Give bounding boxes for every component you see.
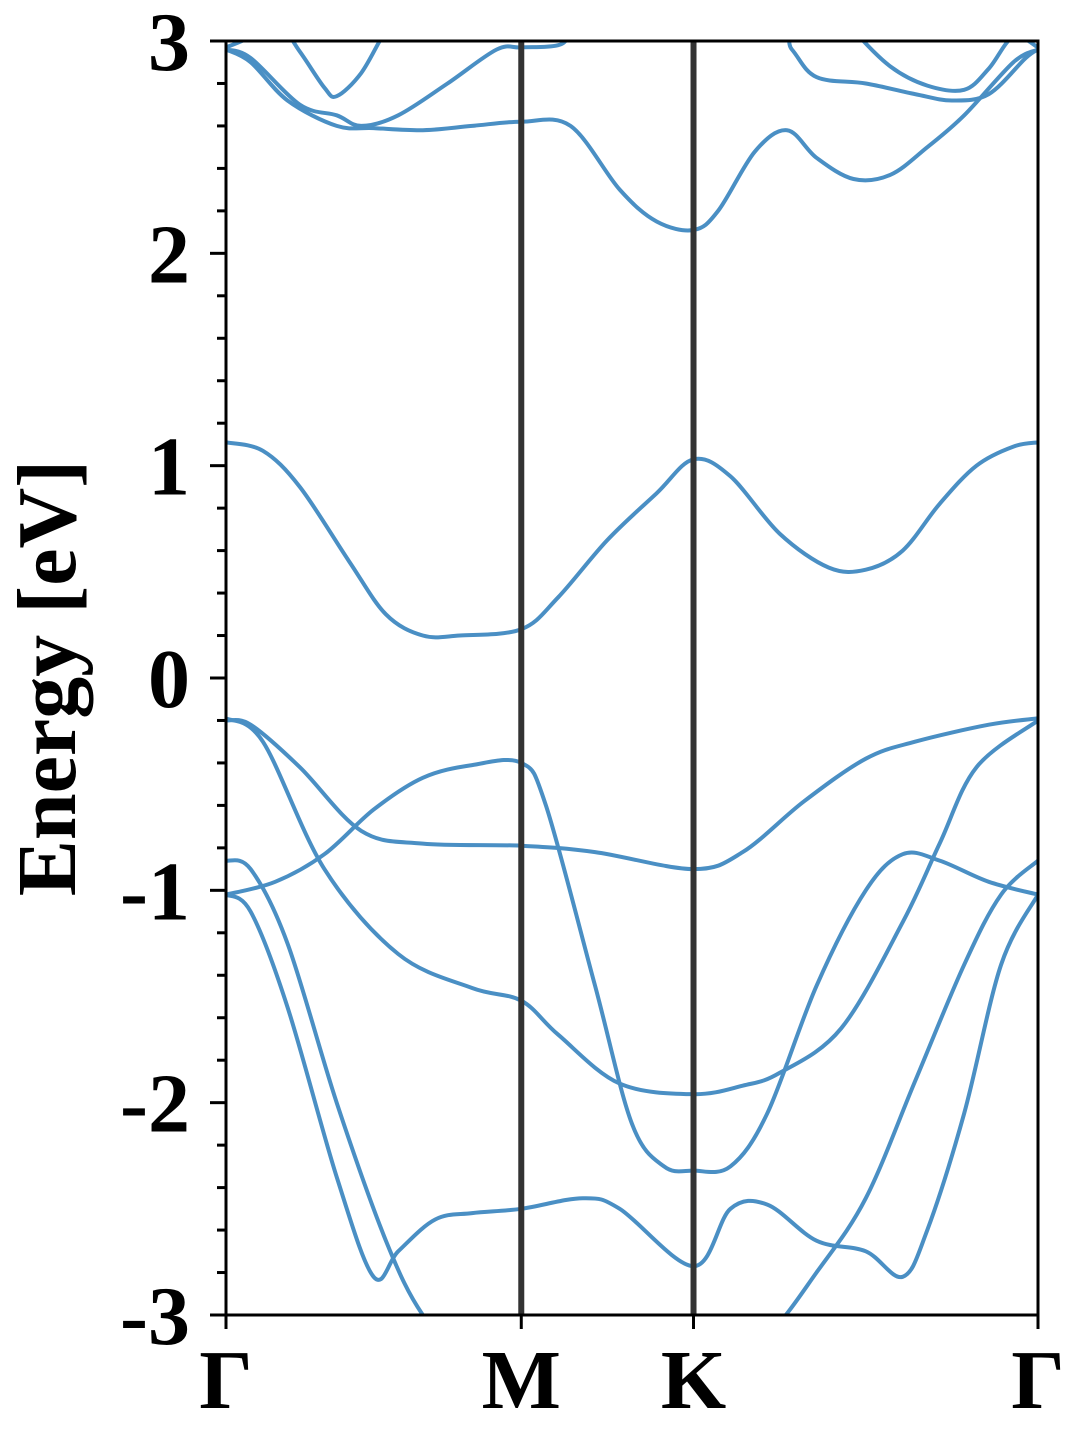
y-tick-label: -1: [120, 845, 190, 938]
band-line-10: [860, 41, 1038, 93]
y-axis-label: Energy [eV]: [1, 460, 94, 896]
band-line-8: [226, 41, 1038, 128]
x-tick-label-Γ: Γ: [199, 1334, 252, 1427]
band-line-7: [226, 47, 1038, 233]
x-tick-label-M: M: [482, 1334, 561, 1427]
band-line-6: [226, 440, 1038, 640]
y-tick-label: 3: [148, 0, 190, 89]
axis-ticks: [210, 39, 1040, 1329]
x-tick-label-K: K: [661, 1334, 726, 1427]
band-lines: [226, 41, 1038, 1315]
high-symmetry-lines: [518, 41, 697, 1315]
y-tick-label: -2: [120, 1058, 190, 1151]
y-tick-label: 1: [148, 421, 190, 514]
band-line-2: [226, 858, 1038, 1315]
y-tick-label: -3: [120, 1270, 190, 1363]
y-tick-label: 2: [148, 208, 190, 301]
band-line-5: [226, 757, 1038, 1175]
band-line-9: [226, 41, 382, 99]
y-tick-label: 0: [148, 633, 190, 726]
band-line-4: [226, 716, 1038, 872]
band-line-3: [226, 716, 1038, 1097]
y-tick-labels: -3 -2 -1 0 1 2 3: [120, 0, 190, 1363]
x-tick-label-Γ: Γ: [1011, 1334, 1064, 1427]
band-line-1: [226, 892, 1038, 1282]
plot-frame: [224, 39, 1040, 1317]
